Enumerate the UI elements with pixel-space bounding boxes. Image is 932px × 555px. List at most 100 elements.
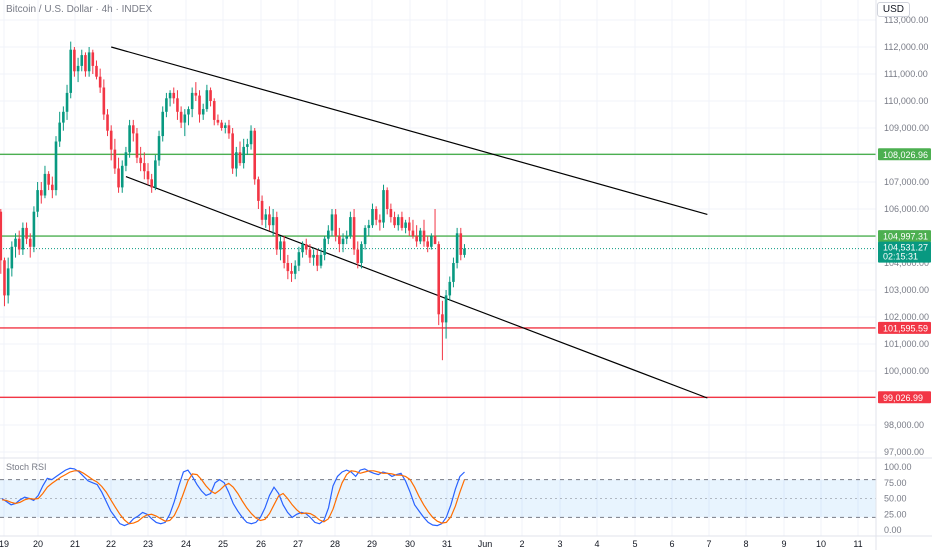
candle-down xyxy=(260,200,264,220)
candle-up xyxy=(128,125,131,153)
candle-down xyxy=(143,163,146,172)
candle-down xyxy=(227,125,231,134)
y-tick-label: 112,000.00 xyxy=(884,42,928,52)
currency-button[interactable]: USD xyxy=(876,2,910,17)
candle-up xyxy=(404,222,407,228)
y-tick-label: 104,000.00 xyxy=(884,258,929,268)
level-tag-label: 101,595.59 xyxy=(883,323,928,333)
candle-down xyxy=(176,98,179,112)
candle-up xyxy=(80,55,84,66)
candle-up xyxy=(345,236,349,239)
candle-up xyxy=(157,136,161,161)
stoch-y-tick-label: 25.00 xyxy=(884,509,907,519)
candle-down xyxy=(106,114,109,131)
candle-down xyxy=(198,95,201,115)
candle-down xyxy=(426,241,429,247)
candle-down xyxy=(253,130,257,180)
candle-down xyxy=(3,260,6,296)
candle-down xyxy=(194,92,198,96)
symbol-title: Bitcoin / U.S. Dollar · 4h · INDEX xyxy=(6,4,153,15)
candle-up xyxy=(154,160,157,188)
y-tick-label: 110,000.00 xyxy=(884,96,928,106)
candle-down xyxy=(308,249,312,258)
candle-down xyxy=(220,122,223,128)
candle-up xyxy=(448,281,452,296)
candle-down xyxy=(378,219,382,223)
x-tick-label: 29 xyxy=(367,539,377,549)
candle-down xyxy=(51,184,54,191)
stoch-y-tick-label: 100.00 xyxy=(884,462,912,472)
candle-down xyxy=(95,65,98,77)
candle-down xyxy=(437,244,441,315)
x-tick-label: 5 xyxy=(632,539,637,549)
stoch-y-tick-label: 0.00 xyxy=(884,525,902,535)
candle-up xyxy=(10,246,14,269)
candle-down xyxy=(415,236,418,242)
candle-down xyxy=(459,233,463,255)
y-tick-label: 101,000.00 xyxy=(884,339,929,349)
candle-up xyxy=(87,52,91,72)
candle-down xyxy=(257,179,260,201)
candle-up xyxy=(297,252,301,266)
candle-up xyxy=(246,144,249,147)
candle-down xyxy=(268,214,271,226)
x-tick-label: 22 xyxy=(106,539,116,549)
candle-up xyxy=(271,217,275,226)
candle-up xyxy=(327,230,330,239)
level-tag-label: 99,026.99 xyxy=(883,393,923,403)
x-tick-label: 24 xyxy=(181,539,191,549)
candle-up xyxy=(205,90,209,110)
x-tick-label: 2 xyxy=(519,539,524,549)
candle-up xyxy=(201,109,205,115)
x-tick-label: 11 xyxy=(853,539,862,549)
candle-up xyxy=(190,92,194,110)
candle-down xyxy=(216,119,220,123)
candle-down xyxy=(117,168,120,188)
candle-down xyxy=(146,171,150,180)
candle-down xyxy=(73,49,76,72)
candle-down xyxy=(315,254,319,266)
candle-down xyxy=(352,217,356,250)
candle-down xyxy=(374,209,378,220)
x-tick-label: Jun xyxy=(478,539,493,549)
y-tick-label: 100,000.00 xyxy=(884,366,929,376)
candle-down xyxy=(407,222,411,231)
candle-down xyxy=(39,190,43,196)
candle-down xyxy=(286,263,290,272)
stoch-band xyxy=(0,479,876,518)
candle-down xyxy=(179,111,183,123)
candle-down xyxy=(400,217,404,228)
last-price-label: 104,531.27 xyxy=(883,243,928,253)
level-tag-label: 104,997.31 xyxy=(883,232,928,242)
x-tick-label: 7 xyxy=(706,539,711,549)
x-tick-label: 9 xyxy=(781,539,786,549)
candle-down xyxy=(422,230,426,242)
candle-up xyxy=(120,165,124,188)
candle-up xyxy=(54,141,58,191)
candle-down xyxy=(113,149,117,169)
candle-up xyxy=(301,244,304,253)
candle-up xyxy=(43,173,47,196)
candle-up xyxy=(249,130,253,145)
candle-up xyxy=(223,125,227,128)
candle-up xyxy=(69,49,73,93)
y-tick-label: 113,000.00 xyxy=(884,15,928,25)
candle-down xyxy=(411,230,415,236)
last-price-tag xyxy=(878,241,931,263)
candle-down xyxy=(91,52,95,66)
level-tag-label: 108,026.96 xyxy=(883,150,928,160)
candle-down xyxy=(0,211,3,261)
candle-down xyxy=(209,90,212,101)
candle-up xyxy=(165,98,168,112)
candle-down xyxy=(172,92,176,99)
candle-down xyxy=(25,227,28,239)
candle-up xyxy=(452,263,455,282)
candle-up xyxy=(363,227,367,245)
candle-up xyxy=(168,92,172,99)
candle-up xyxy=(367,225,371,228)
candle-down xyxy=(393,217,396,226)
candle-down xyxy=(290,271,293,274)
y-tick-label: 97,000.00 xyxy=(884,447,924,457)
